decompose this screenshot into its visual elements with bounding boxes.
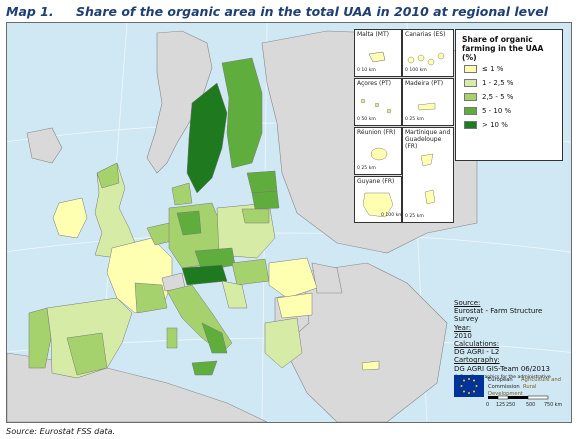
inset-guyane: Guyane (FR) 0 100 km bbox=[354, 176, 403, 223]
region-sweden bbox=[186, 82, 228, 194]
legend-swatch bbox=[464, 107, 477, 115]
inset-madeira: Madeira (PT) 0 25 km bbox=[402, 78, 454, 126]
region-cyprus bbox=[361, 360, 380, 371]
legend-label: 1 - 2,5 % bbox=[482, 79, 514, 87]
region-finland bbox=[221, 57, 263, 169]
region-croatia bbox=[221, 280, 248, 309]
martinique-guadeloupe-shape bbox=[420, 153, 436, 205]
inset-reunion: Réunion (FR) 0 25 km bbox=[354, 127, 402, 175]
reunion-shape bbox=[370, 147, 388, 161]
region-denmark bbox=[171, 182, 193, 206]
scale-tick-label: 750 km bbox=[544, 403, 563, 408]
cartography-label: Cartography: bbox=[454, 356, 500, 365]
legend-swatch bbox=[464, 93, 477, 101]
region-bulgaria bbox=[276, 292, 313, 319]
region-lithuania bbox=[241, 208, 270, 224]
source-value: Eurostat - Farm Structure Survey bbox=[454, 307, 543, 324]
calculations-label: Calculations: bbox=[454, 340, 500, 349]
inset-azores: Açores (PT) 0 50 km bbox=[354, 78, 402, 126]
scale-tick-label: 250 bbox=[506, 403, 516, 408]
scale-tick-label: 125 bbox=[496, 403, 506, 408]
guyane-shape bbox=[362, 192, 394, 218]
commission-text: European Agriculture and Commission Rura… bbox=[488, 377, 561, 397]
logo-and-scale: European Agriculture and Commission Rura… bbox=[454, 373, 568, 419]
scale-bar bbox=[488, 395, 549, 400]
inset-canarias: Canarias (ES) 0 100 km bbox=[402, 29, 454, 77]
scale-tick-label: 500 bbox=[526, 403, 536, 408]
year-label: Year: bbox=[454, 323, 472, 332]
canarias-shape bbox=[407, 52, 445, 66]
region-france-south bbox=[134, 282, 168, 314]
cartography-value: DG AGRI GIS-Team 06/2013 bbox=[454, 364, 550, 373]
region-sardinia bbox=[166, 327, 178, 349]
region-austria bbox=[181, 264, 228, 286]
malta-shape bbox=[368, 51, 386, 63]
map-metadata: Source: Eurostat - Farm Structure Survey… bbox=[454, 299, 566, 390]
region-ireland bbox=[52, 197, 88, 239]
norway bbox=[146, 30, 213, 174]
iceland bbox=[26, 127, 63, 164]
region-estonia bbox=[246, 170, 278, 194]
legend-label: 5 - 10 % bbox=[482, 107, 512, 115]
region-italy-south bbox=[201, 322, 228, 354]
year-value: 2010 bbox=[454, 331, 472, 340]
scale-tick-label: 0 bbox=[486, 403, 490, 408]
region-portugal bbox=[28, 307, 52, 369]
map-title: Map 1. Share of the organic area in the … bbox=[6, 4, 574, 20]
region-andalucia bbox=[66, 332, 108, 376]
inset-malta: Malta (MT) 0 10 km bbox=[354, 29, 402, 77]
legend-swatch bbox=[464, 65, 477, 73]
region-germany-ne bbox=[176, 210, 202, 236]
madeira-shape bbox=[417, 102, 436, 111]
legend-swatch bbox=[464, 79, 477, 87]
eu-regions bbox=[28, 57, 380, 379]
map-number: Map 1. bbox=[6, 4, 54, 19]
region-latvia bbox=[251, 190, 280, 210]
map-frame: Malta (MT) 0 10 km Canarias (ES) 0 100 k… bbox=[6, 22, 572, 423]
legend-swatch bbox=[464, 121, 477, 129]
map-title-text: Share of the organic area in the total U… bbox=[76, 4, 549, 19]
calculations-value: DG AGRI - L2 bbox=[454, 348, 500, 357]
region-scotland bbox=[96, 162, 120, 189]
scale-bar-labels: 0 125 250 500 750 km bbox=[486, 403, 566, 411]
legend-label: ≤ 1 % bbox=[482, 65, 504, 73]
region-sicily bbox=[191, 360, 218, 376]
source-label: Source: bbox=[454, 299, 481, 307]
source-note: Source: Eurostat FSS data. bbox=[6, 426, 116, 436]
legend: Share of organic farming in the UAA (%) … bbox=[455, 29, 563, 161]
azores-shape bbox=[360, 98, 392, 114]
legend-label: > 10 % bbox=[482, 121, 508, 129]
inset-martinique-guadeloupe: Martinique and Guadeloupe (FR) 0 25 km bbox=[402, 127, 454, 223]
legend-label: 2,5 - 5 % bbox=[482, 93, 514, 101]
region-hungary bbox=[231, 258, 270, 286]
eu-flag-icon bbox=[454, 375, 484, 397]
region-greece bbox=[264, 317, 303, 369]
region-romania bbox=[268, 257, 318, 299]
legend-title: Share of organic farming in the UAA (%) bbox=[462, 35, 544, 62]
